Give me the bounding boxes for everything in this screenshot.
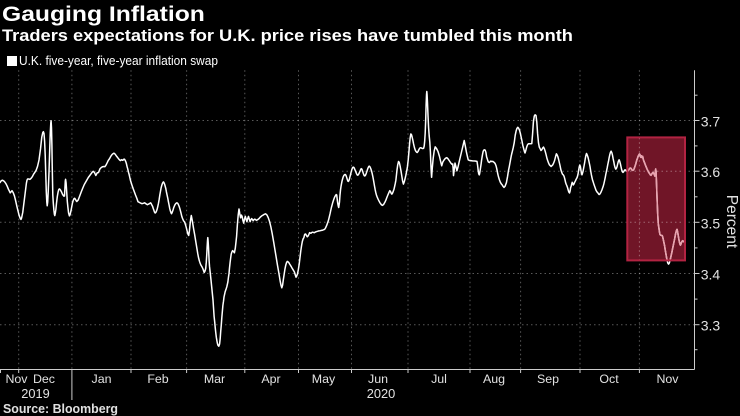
svg-text:3.6: 3.6: [701, 164, 721, 180]
svg-text:2019: 2019: [21, 386, 49, 401]
svg-text:Jun: Jun: [368, 372, 388, 386]
svg-text:May: May: [312, 372, 336, 386]
svg-text:Percent: Percent: [723, 195, 740, 249]
svg-text:Jul: Jul: [431, 372, 447, 386]
svg-text:Nov: Nov: [656, 372, 679, 386]
svg-text:Oct: Oct: [599, 372, 619, 386]
svg-text:Sep: Sep: [537, 372, 559, 386]
svg-text:Nov: Nov: [5, 372, 28, 386]
svg-text:3.5: 3.5: [701, 215, 721, 231]
svg-text:Apr: Apr: [261, 372, 280, 386]
svg-text:3.4: 3.4: [701, 267, 721, 283]
svg-text:Aug: Aug: [483, 372, 505, 386]
svg-text:3.7: 3.7: [701, 114, 721, 130]
svg-text:3.3: 3.3: [701, 318, 721, 334]
svg-text:Dec: Dec: [33, 372, 55, 386]
svg-text:Feb: Feb: [147, 372, 168, 386]
svg-text:Jan: Jan: [92, 372, 112, 386]
svg-text:2020: 2020: [367, 386, 395, 401]
svg-text:Mar: Mar: [204, 372, 225, 386]
